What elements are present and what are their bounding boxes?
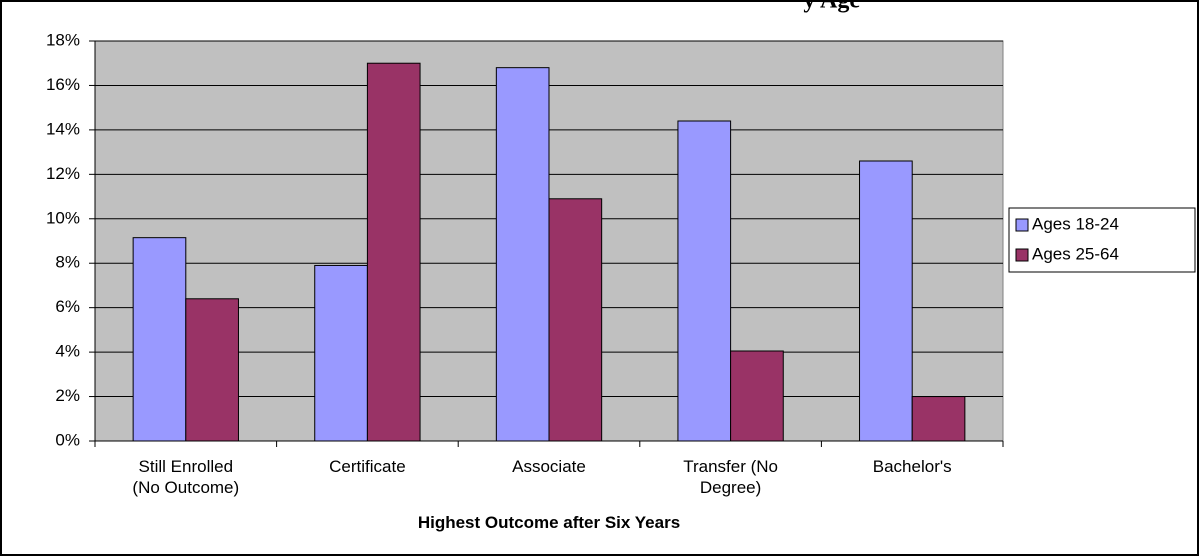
legend-box [1008,207,1196,273]
bar [911,396,966,442]
y-tick-label: 18% [46,30,80,49]
legend-label: Ages 25-64 [1032,244,1119,263]
y-tick-label: 0% [55,430,80,449]
bar [185,298,239,442]
x-tick-label: Certificate [329,457,406,476]
legend-label: Ages 18-24 [1032,214,1119,233]
bar [366,62,421,442]
legend-swatch [1015,248,1029,262]
y-tick-label: 4% [55,342,80,361]
y-tick-label: 16% [46,75,80,94]
bar [548,198,603,442]
y-tick-label: 6% [55,297,80,316]
bar [132,237,187,442]
x-tick-label: Transfer (No Degree) [683,457,778,497]
bar [730,350,784,442]
bar [314,264,368,442]
y-tick-label: 12% [46,164,80,183]
y-tick-label: 8% [55,253,80,272]
legend-swatch [1015,218,1029,232]
bar [859,160,913,442]
x-tick-label: Associate [512,457,586,476]
y-tick-label: 14% [46,119,80,138]
y-tick-label: 10% [46,208,80,227]
chart-title: y Age [803,0,860,14]
bar [677,120,732,442]
x-tick-label: Bachelor's [872,457,952,476]
x-tick-label: Still Enrolled (No Outcome) [132,457,240,497]
x-axis-label: Highest Outcome after Six Years [417,513,681,532]
bar [495,67,550,442]
y-tick-label: 2% [55,386,80,405]
